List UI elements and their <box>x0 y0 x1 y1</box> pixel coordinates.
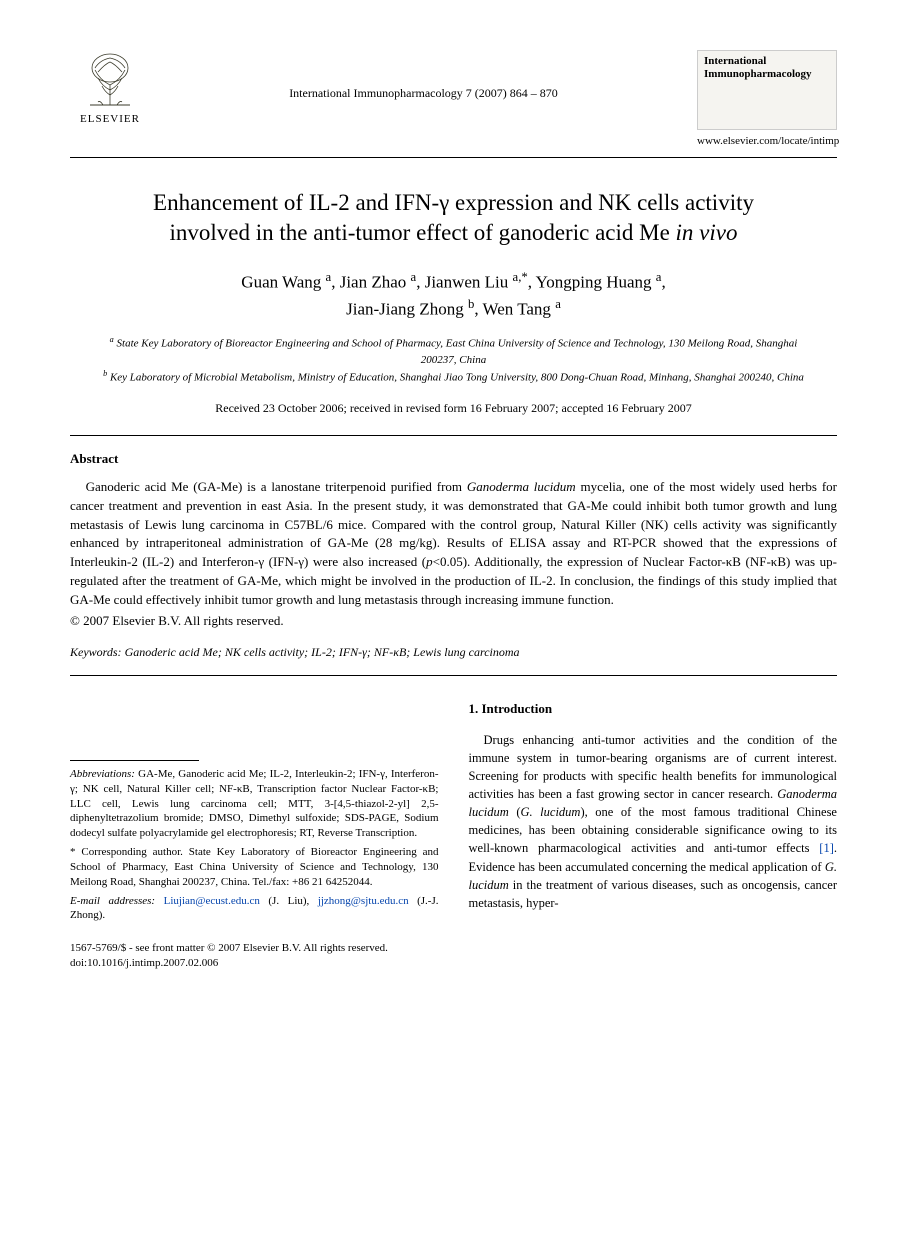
footnotes: Abbreviations: GA-Me, Ganoderic acid Me;… <box>70 767 439 923</box>
email-footnote: E-mail addresses: Liujian@ecust.edu.cn (… <box>70 894 439 924</box>
affiliations: a State Key Laboratory of Bioreactor Eng… <box>100 334 807 385</box>
article-dates: Received 23 October 2006; received in re… <box>70 400 837 417</box>
journal-name: InternationalImmunopharmacology <box>697 50 837 130</box>
abstract-copyright: © 2007 Elsevier B.V. All rights reserved… <box>70 612 837 630</box>
email-link-1[interactable]: Liujian@ecust.edu.cn <box>164 895 260 907</box>
footnote-rule <box>70 760 199 761</box>
corresponding-author-footnote: * Corresponding author. State Key Labora… <box>70 845 439 890</box>
bottom-meta: 1567-5769/$ - see front matter © 2007 El… <box>70 941 439 970</box>
abstract-heading: Abstract <box>70 450 837 468</box>
title-line-1: Enhancement of IL-2 and IFN-γ expression… <box>153 190 754 215</box>
right-column: 1. Introduction Drugs enhancing anti-tum… <box>469 700 838 970</box>
left-column: Abbreviations: GA-Me, Ganoderic acid Me;… <box>70 700 439 970</box>
page-header: ELSEVIER International Immunopharmacolog… <box>70 50 837 149</box>
journal-cover-box: InternationalImmunopharmacology www.else… <box>697 50 837 149</box>
journal-citation: International Immunopharmacology 7 (2007… <box>150 50 697 102</box>
abbrev-label: Abbreviations: <box>70 768 135 780</box>
author-list: Guan Wang a, Jian Zhao a, Jianwen Liu a,… <box>110 268 797 322</box>
email-label: E-mail addresses: <box>70 895 155 907</box>
affiliation-b: b Key Laboratory of Microbial Metabolism… <box>100 368 807 386</box>
intro-heading: 1. Introduction <box>469 700 838 719</box>
affil-a-text: State Key Laboratory of Bioreactor Engin… <box>117 338 798 365</box>
article-title: Enhancement of IL-2 and IFN-γ expression… <box>90 188 817 248</box>
header-rule <box>70 157 837 158</box>
affil-b-text: Key Laboratory of Microbial Metabolism, … <box>110 372 804 384</box>
intro-paragraph-1: Drugs enhancing anti-tumor activities an… <box>469 731 838 912</box>
elsevier-tree-icon <box>80 50 140 110</box>
email-who-1: (J. Liu), <box>260 895 309 907</box>
affiliation-a: a State Key Laboratory of Bioreactor Eng… <box>100 334 807 367</box>
doi-line: doi:10.1016/j.intimp.2007.02.006 <box>70 956 439 970</box>
abstract-bottom-rule <box>70 675 837 676</box>
keywords: Keywords: Ganoderic acid Me; NK cells ac… <box>70 644 837 661</box>
publisher-logo-block: ELSEVIER <box>70 50 150 127</box>
journal-url[interactable]: www.elsevier.com/locate/intimp <box>697 134 837 149</box>
keywords-list: Ganoderic acid Me; NK cells activity; IL… <box>125 645 520 659</box>
title-line-2-italic: in vivo <box>676 220 738 245</box>
abstract-top-rule <box>70 435 837 436</box>
abstract-body: Ganoderic acid Me (GA-Me) is a lanostane… <box>70 478 837 610</box>
title-line-2a: involved in the anti-tumor effect of gan… <box>170 220 676 245</box>
issn-line: 1567-5769/$ - see front matter © 2007 El… <box>70 941 439 955</box>
publisher-name: ELSEVIER <box>80 112 140 127</box>
body-columns: Abbreviations: GA-Me, Ganoderic acid Me;… <box>70 700 837 970</box>
corr-label: * Corresponding author. <box>70 846 183 858</box>
abbreviations-footnote: Abbreviations: GA-Me, Ganoderic acid Me;… <box>70 767 439 841</box>
keywords-label: Keywords: <box>70 645 122 659</box>
email-link-2[interactable]: jjzhong@sjtu.edu.cn <box>318 895 409 907</box>
